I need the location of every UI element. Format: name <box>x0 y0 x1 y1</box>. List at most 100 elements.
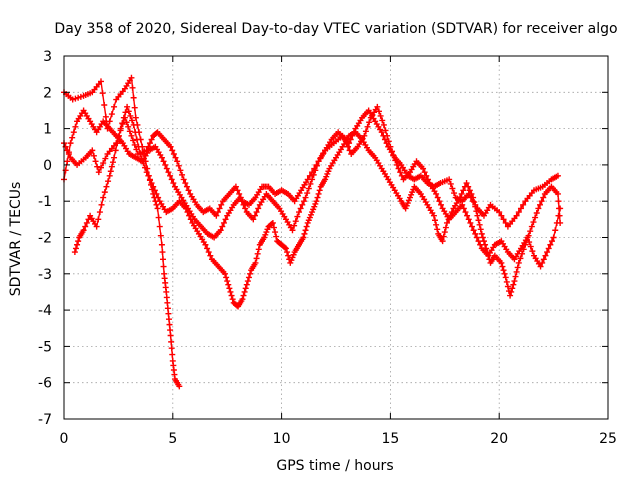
data-point <box>108 168 114 174</box>
data-point <box>74 242 80 248</box>
data-point <box>159 242 165 248</box>
data-point <box>245 278 251 284</box>
data-point <box>227 289 233 295</box>
data-point <box>107 173 113 179</box>
data-point <box>557 205 563 211</box>
y-tick-label: -5 <box>38 339 52 355</box>
data-point <box>165 311 171 317</box>
x-tick-label: 20 <box>490 431 508 447</box>
data-point <box>241 293 247 299</box>
data-point <box>442 229 448 235</box>
data-point <box>247 271 253 277</box>
data-point <box>166 316 172 322</box>
chart-container: Day 358 of 2020, Sidereal Day-to-day VTE… <box>0 0 640 480</box>
x-tick-label: 15 <box>381 431 399 447</box>
data-point <box>109 111 115 117</box>
y-axis-label: SDTVAR / TECUs <box>8 182 24 297</box>
data-point <box>132 105 138 111</box>
data-point <box>304 224 310 230</box>
x-tick-label: 25 <box>599 431 617 447</box>
y-tick-label: -1 <box>38 194 52 210</box>
data-point <box>159 249 165 255</box>
data-point <box>515 264 521 270</box>
data-point <box>443 225 449 231</box>
data-point <box>242 289 248 295</box>
data-point <box>254 255 260 261</box>
data-point <box>503 274 509 280</box>
data-point <box>317 187 323 193</box>
y-tick-label: -7 <box>38 412 52 428</box>
series-trace <box>75 107 560 307</box>
data-point <box>153 202 159 208</box>
data-point <box>480 235 486 241</box>
data-point <box>167 327 173 333</box>
data-point <box>168 333 174 339</box>
data-point <box>255 251 261 257</box>
data-point <box>502 271 508 277</box>
data-point <box>102 189 108 195</box>
data-point <box>132 129 138 135</box>
data-point <box>478 226 484 232</box>
data-point <box>555 213 561 219</box>
data-point <box>316 191 322 197</box>
data-point <box>111 155 117 161</box>
x-tick-label: 10 <box>273 431 291 447</box>
data-point <box>511 278 517 284</box>
chart-svg: Day 358 of 2020, Sidereal Day-to-day VTE… <box>0 0 640 480</box>
y-tick-label: 0 <box>43 158 52 174</box>
data-point <box>164 294 170 300</box>
data-point <box>157 224 163 230</box>
data-point <box>256 246 262 252</box>
data-point <box>555 198 561 204</box>
data-point <box>161 264 167 270</box>
data-point <box>100 90 106 96</box>
data-point <box>72 249 78 255</box>
data-point <box>167 322 173 328</box>
data-point <box>499 264 505 270</box>
y-tick-label: -6 <box>38 376 52 392</box>
data-point <box>479 231 485 237</box>
data-point <box>100 195 106 201</box>
data-point <box>155 205 161 211</box>
data-point <box>68 140 74 146</box>
data-point <box>103 184 109 190</box>
data-point <box>101 102 107 108</box>
data-point <box>93 158 99 164</box>
data-point <box>163 289 169 295</box>
data-point <box>513 274 519 280</box>
data-point <box>554 220 560 226</box>
data-point <box>315 195 321 201</box>
data-point <box>504 279 510 285</box>
data-point <box>71 129 77 135</box>
data-point <box>477 222 483 228</box>
y-tick-label: 1 <box>43 122 52 138</box>
y-tick-label: 3 <box>43 49 52 65</box>
data-point <box>224 278 230 284</box>
y-tick-label: -3 <box>38 267 52 283</box>
data-point <box>301 231 307 237</box>
data-point <box>165 305 171 311</box>
data-point <box>110 159 116 165</box>
data-point <box>94 164 100 170</box>
chart-title: Day 358 of 2020, Sidereal Day-to-day VTE… <box>54 21 617 37</box>
data-point <box>164 300 170 306</box>
data-point <box>130 85 136 91</box>
data-point <box>243 285 249 291</box>
y-tick-label: 2 <box>43 85 52 101</box>
y-tick-label: -2 <box>38 231 52 247</box>
data-point <box>97 209 103 215</box>
x-axis-label: GPS time / hours <box>276 458 393 474</box>
data-point <box>134 136 140 142</box>
data-point <box>273 234 279 240</box>
data-point <box>244 282 250 288</box>
data-point <box>73 245 79 251</box>
x-tick-label: 0 <box>60 431 69 447</box>
series-layer <box>61 75 563 390</box>
data-point <box>111 104 117 110</box>
data-point <box>75 238 81 244</box>
series-s2 <box>61 107 561 229</box>
data-point <box>481 238 487 244</box>
data-point <box>303 227 309 233</box>
data-point <box>223 274 229 280</box>
data-point <box>507 293 513 299</box>
